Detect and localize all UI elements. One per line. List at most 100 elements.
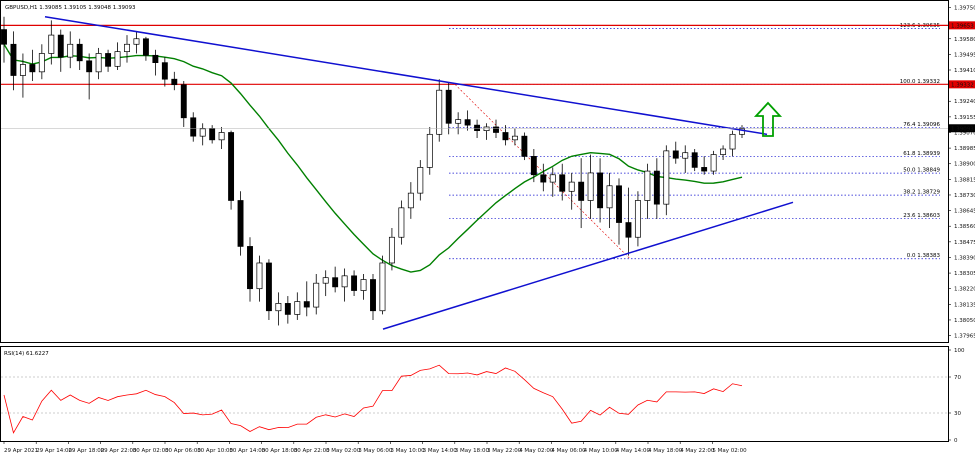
y-tick-label: 1.38815	[954, 177, 975, 183]
rsi-tick-label: 30	[954, 411, 961, 417]
candle-body	[351, 275, 358, 291]
candle-body	[483, 126, 490, 131]
symbol-info-label: GBPUSD,H1 1.39085 1.39105 1.39048 1.3909…	[5, 5, 136, 11]
candle-body	[521, 135, 528, 157]
ascending-trendline	[382, 201, 794, 330]
candle-body	[1, 29, 7, 45]
candle-body	[493, 126, 499, 133]
y-tick-label: 1.39750	[954, 6, 975, 12]
candle-body	[171, 78, 178, 86]
fib-level-label: 0.0 1.38383	[907, 253, 941, 259]
x-tick-label: 3 May 06:00	[358, 448, 393, 454]
candle-body	[634, 200, 641, 238]
candle-body	[729, 133, 736, 150]
y-tick-label: 1.39240	[954, 99, 975, 105]
fib-level-label: 61.8 1.38939	[903, 151, 940, 157]
candle-body	[379, 262, 386, 312]
resistance-price-tag	[949, 80, 975, 89]
x-tick-label: 3 May 18:00	[455, 448, 490, 454]
rsi-line	[3, 364, 743, 434]
candle-body	[417, 167, 424, 194]
y-tick-label: 1.38050	[954, 318, 975, 324]
candle-body	[455, 119, 462, 124]
candle-body	[530, 156, 537, 176]
fib-level-label: 50.0 1.38849	[903, 168, 940, 174]
x-tick-label: 29 Apr 2021	[4, 448, 38, 454]
current-price-tag	[949, 124, 975, 133]
candle-body	[142, 38, 149, 56]
fib-diagonal	[454, 84, 631, 259]
price-axis: 1.397501.395801.394951.394101.393251.392…	[948, 6, 975, 340]
x-tick-label: 30 Apr 22:00	[294, 448, 330, 454]
candle-body	[313, 282, 320, 308]
x-tick-label: 4 May 14:00	[616, 448, 651, 454]
candle-body	[436, 89, 443, 135]
rsi-label: RSI(14) 61.6227	[4, 351, 49, 357]
x-tick-label: 29 Apr 18:00	[68, 448, 104, 454]
trend-lines[interactable]	[44, 15, 794, 330]
candle-body	[180, 84, 187, 119]
y-tick-label: 1.39155	[954, 115, 975, 121]
y-tick-label: 1.38135	[954, 302, 975, 308]
current-price-label: 1.39093	[951, 126, 974, 132]
candle-body	[653, 170, 660, 205]
candle-body	[625, 222, 632, 238]
candlesticks	[1, 16, 745, 326]
rsi-tick-label: 70	[954, 375, 961, 381]
candle-body	[568, 181, 575, 192]
candle-body	[587, 172, 594, 201]
candle-body	[256, 262, 263, 290]
x-tick-label: 4 May 02:00	[519, 448, 554, 454]
up-arrow-icon	[753, 101, 783, 137]
candle-body	[474, 124, 481, 131]
candle-body	[464, 119, 471, 126]
candle-body	[38, 53, 45, 73]
candle-body	[616, 185, 622, 223]
candle-body	[247, 246, 253, 290]
y-tick-label: 1.39410	[954, 68, 975, 74]
candle-body	[701, 167, 708, 172]
candle-body	[48, 34, 55, 54]
fib-level-label: 100.0 1.39332	[900, 79, 940, 85]
descending-trendline	[44, 15, 768, 136]
candle-body	[209, 128, 216, 141]
x-tick-label: 3 May 22:00	[487, 448, 522, 454]
y-tick-label: 1.38985	[954, 146, 975, 152]
x-tick-label: 4 May 10:00	[584, 448, 619, 454]
y-tick-label: 1.38220	[954, 287, 975, 293]
y-tick-label: 1.39580	[954, 37, 975, 43]
x-tick-label: 3 May 02:00	[326, 448, 361, 454]
rsi-indicator: 100 70 30 0	[1, 348, 965, 444]
resistance-price-label: 1.39653	[951, 23, 974, 29]
x-tick-label: 30 Apr 14:00	[229, 448, 265, 454]
candle-body	[152, 54, 159, 63]
candle-body	[606, 185, 613, 209]
candle-body	[549, 174, 556, 183]
fib-level-label: 76.4 1.39096	[903, 122, 940, 128]
candle-body	[710, 154, 717, 172]
x-tick-label: 4 May 18:00	[648, 448, 683, 454]
candle-body	[237, 200, 244, 247]
candle-body	[370, 279, 376, 312]
candle-body	[360, 279, 367, 291]
candle-body	[341, 275, 348, 288]
candle-body	[67, 43, 74, 58]
x-tick-label: 29 Apr 22:00	[101, 448, 137, 454]
x-tick-label: 4 May 22:00	[680, 448, 715, 454]
candle-body	[691, 152, 698, 168]
candle-body	[511, 135, 518, 141]
y-tick-label: 1.38645	[954, 209, 975, 215]
x-tick-label: 3 May 10:00	[390, 448, 425, 454]
x-tick-label: 3 May 14:00	[423, 448, 458, 454]
candle-body	[10, 43, 17, 76]
x-tick-label: 30 Apr 10:00	[197, 448, 233, 454]
y-tick-label: 1.37965	[954, 334, 975, 340]
resistance-price-tag	[949, 21, 975, 30]
candle-body	[739, 128, 745, 135]
horizontal-levels[interactable]: 1.39653 1.39332	[1, 21, 975, 89]
candle-body	[502, 132, 509, 141]
candle-body	[322, 277, 329, 284]
